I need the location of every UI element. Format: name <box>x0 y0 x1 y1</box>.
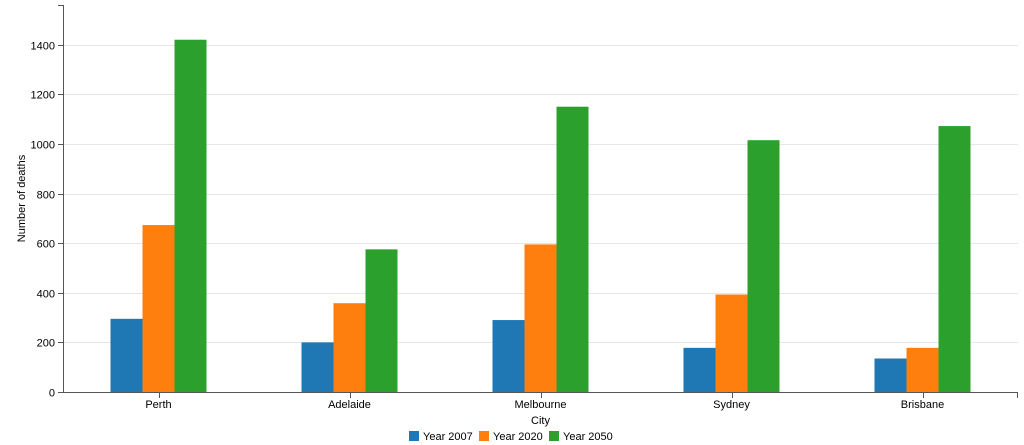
gridlines <box>63 45 1018 343</box>
y-tick-label: 800 <box>37 190 55 202</box>
legend-swatch[interactable] <box>409 431 419 441</box>
bar[interactable] <box>874 358 907 392</box>
y-tick-label: 0 <box>49 388 55 400</box>
y-tick-label: 1000 <box>31 140 55 152</box>
y-tick-label: 1200 <box>31 90 55 102</box>
legend-swatch[interactable] <box>479 431 489 441</box>
bar[interactable] <box>492 320 525 392</box>
bar[interactable] <box>524 244 557 392</box>
y-tick-label: 1400 <box>31 41 55 53</box>
x-axis-title: City <box>531 415 550 427</box>
y-axis-ticks: 0 200 400 600 800 1000 1200 1400 <box>31 41 63 400</box>
bar[interactable] <box>906 347 939 392</box>
x-tick-label: Perth <box>145 399 171 411</box>
bar[interactable] <box>683 347 716 392</box>
y-axis-title: Number of deaths <box>16 154 28 242</box>
bar[interactable] <box>715 294 748 392</box>
bar[interactable] <box>333 303 366 392</box>
bar[interactable] <box>556 106 589 392</box>
y-tick-label: 400 <box>37 289 55 301</box>
x-axis-ticks: Perth Adelaide Melbourne Sydney Brisbane <box>145 392 944 411</box>
bar[interactable] <box>142 225 175 392</box>
axes <box>58 5 1018 398</box>
bars <box>110 39 971 393</box>
bar[interactable] <box>747 140 780 392</box>
bar[interactable] <box>174 39 207 392</box>
bar[interactable] <box>365 249 398 392</box>
legend-label[interactable]: Year 2007 <box>423 431 473 443</box>
legend: Year 2007 Year 2020 Year 2050 <box>409 431 613 443</box>
bar[interactable] <box>301 342 334 392</box>
legend-label[interactable]: Year 2050 <box>563 431 613 443</box>
y-tick-label: 600 <box>37 239 55 251</box>
x-tick-label: Melbourne <box>515 399 567 411</box>
x-tick-label: Adelaide <box>328 399 371 411</box>
bar[interactable] <box>110 318 143 392</box>
bar[interactable] <box>938 126 971 393</box>
x-tick-label: Sydney <box>713 399 750 411</box>
x-tick-label: Brisbane <box>901 399 944 411</box>
legend-swatch[interactable] <box>549 431 559 441</box>
y-tick-label: 200 <box>37 338 55 350</box>
legend-label[interactable]: Year 2020 <box>493 431 543 443</box>
